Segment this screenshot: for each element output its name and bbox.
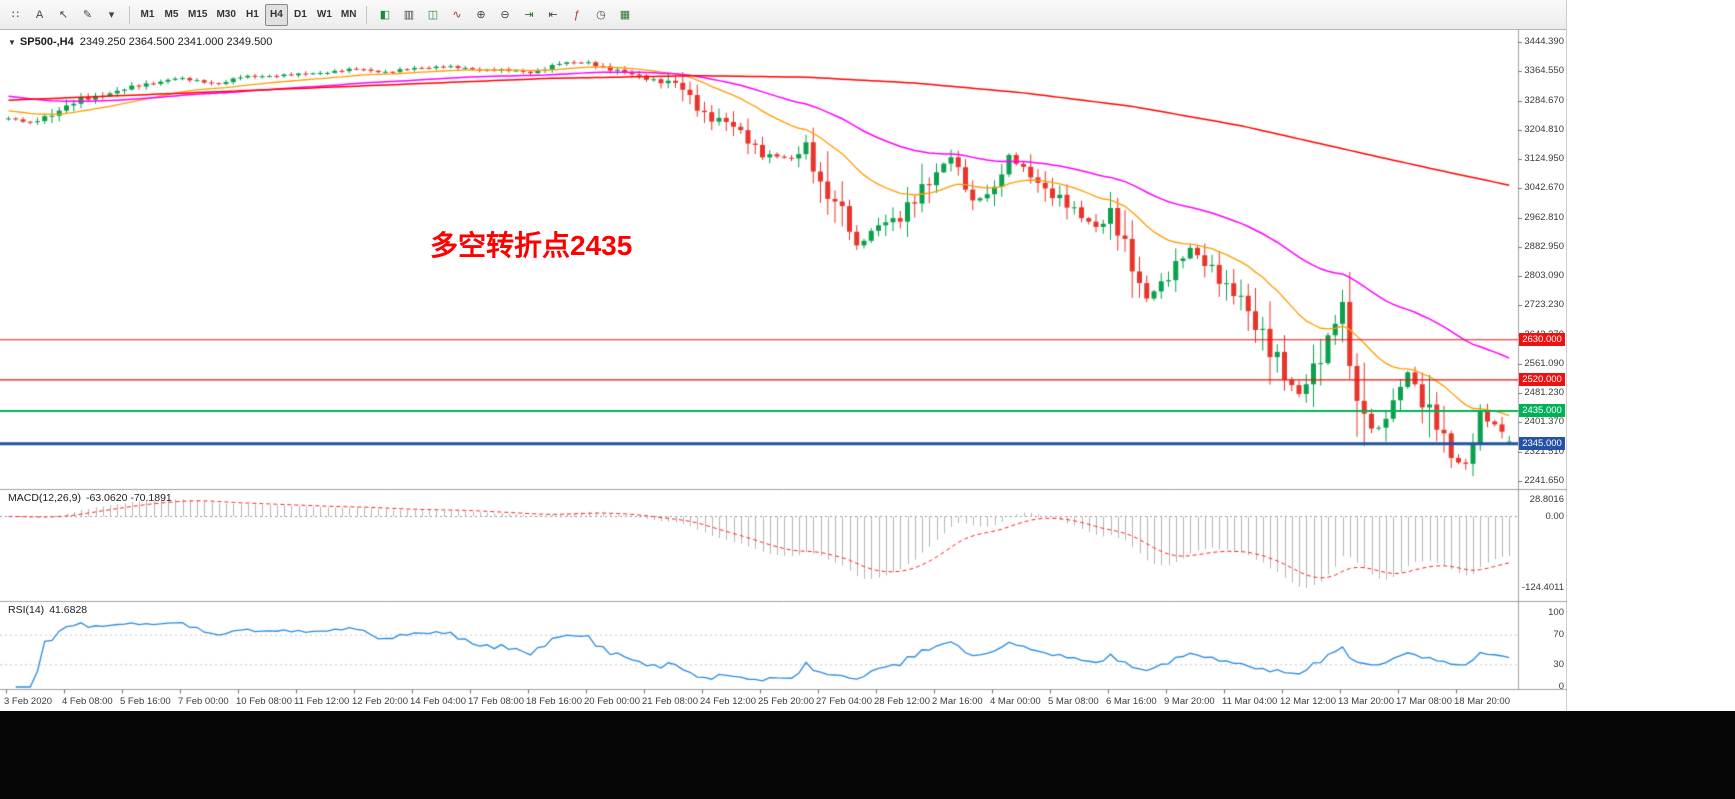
timeframe-D1[interactable]: D1 [294, 9, 307, 20]
timeframe-M5[interactable]: M5 [164, 9, 179, 20]
templates-icon[interactable]: ▦ [619, 9, 631, 21]
candlesticks-icon[interactable]: ◫ [427, 9, 439, 21]
price-chart-canvas[interactable] [0, 30, 1567, 711]
toolbar-right-group: ◧ ▥ ◫ ∿ ⊕ ⊖ ⇥ ⇤ ƒ ◷ ▦ [373, 4, 636, 26]
zoom-in-icon[interactable]: ⊕ [476, 9, 486, 21]
drag-handle-icon[interactable]: ∷ [12, 9, 19, 21]
dropdown-arrow-icon[interactable]: ▾ [108, 9, 115, 21]
toolbar-separator [129, 5, 130, 24]
taskbar [0, 711, 1735, 799]
timeframe-M1[interactable]: M1 [140, 9, 155, 20]
toolbar-left-group: ∷ A ↖ ✎ ▾ [4, 4, 123, 26]
rsi-indicator-title: RSI(14) 41.6828 [8, 604, 87, 616]
new-order-icon[interactable]: ◧ [379, 9, 391, 21]
timeframe-H4[interactable]: H4 [264, 3, 288, 26]
macd-indicator-title: MACD(12,26,9) -63.0620 -70.1891 [8, 492, 172, 504]
mt4-window: ∷ A ↖ ✎ ▾ M1 M5 M15 M30 H1 H4 D1 W1 MN ◧ ▥ ◫ ∿ ⊕ ⊖ ⇥ ⇤ ƒ ◷ ▦ 3… [0, 0, 1567, 711]
timeframe-M15[interactable]: M15 [188, 9, 208, 20]
zoom-out-icon[interactable]: ⊖ [500, 9, 510, 21]
rsi-label: RSI(14) [8, 604, 45, 616]
timeframe-MN[interactable]: MN [340, 9, 357, 20]
periods-icon[interactable]: ◷ [596, 9, 606, 21]
draw-tools-icon[interactable]: ✎ [82, 9, 93, 21]
chart-dropdown-arrow-icon[interactable]: ▼ [8, 38, 16, 47]
indicators-icon[interactable]: ƒ [573, 8, 581, 21]
macd-label: MACD(12,26,9) [8, 492, 81, 504]
chart-ohlc-values: 2349.250 2364.500 2341.000 2349.500 [79, 36, 273, 48]
macd-values: -63.0620 -70.1891 [85, 492, 172, 504]
chart-annotation: 多空转折点2435 [430, 230, 633, 261]
chart-shift-icon[interactable]: ⇤ [548, 9, 558, 21]
rsi-value: 41.6828 [49, 604, 88, 616]
cursor-tool-icon[interactable]: ↖ [58, 9, 69, 21]
chart-symbol-label: SP500-,H4 [19, 36, 74, 48]
timeframe-M30[interactable]: M30 [216, 9, 236, 20]
chart-title: ▼ SP500-,H4 2349.250 2364.500 2341.000 234… [8, 36, 272, 48]
toolbar-separator [366, 5, 368, 24]
timeframe-H1[interactable]: H1 [246, 9, 259, 20]
auto-scroll-icon[interactable]: ⇥ [524, 9, 534, 21]
text-tool-icon[interactable]: A [35, 8, 44, 21]
timeframe-group: M1 M5 M15 M30 H1 H4 D1 W1 MN [136, 3, 360, 26]
toolbar: ∷ A ↖ ✎ ▾ M1 M5 M15 M30 H1 H4 D1 W1 MN ◧ ▥ ◫ ∿ ⊕ ⊖ ⇥ ⇤ ƒ ◷ ▦ [0, 0, 1566, 30]
timeframe-W1[interactable]: W1 [316, 9, 332, 20]
line-chart-icon[interactable]: ∿ [452, 9, 462, 21]
bar-chart-icon[interactable]: ▥ [403, 9, 415, 21]
